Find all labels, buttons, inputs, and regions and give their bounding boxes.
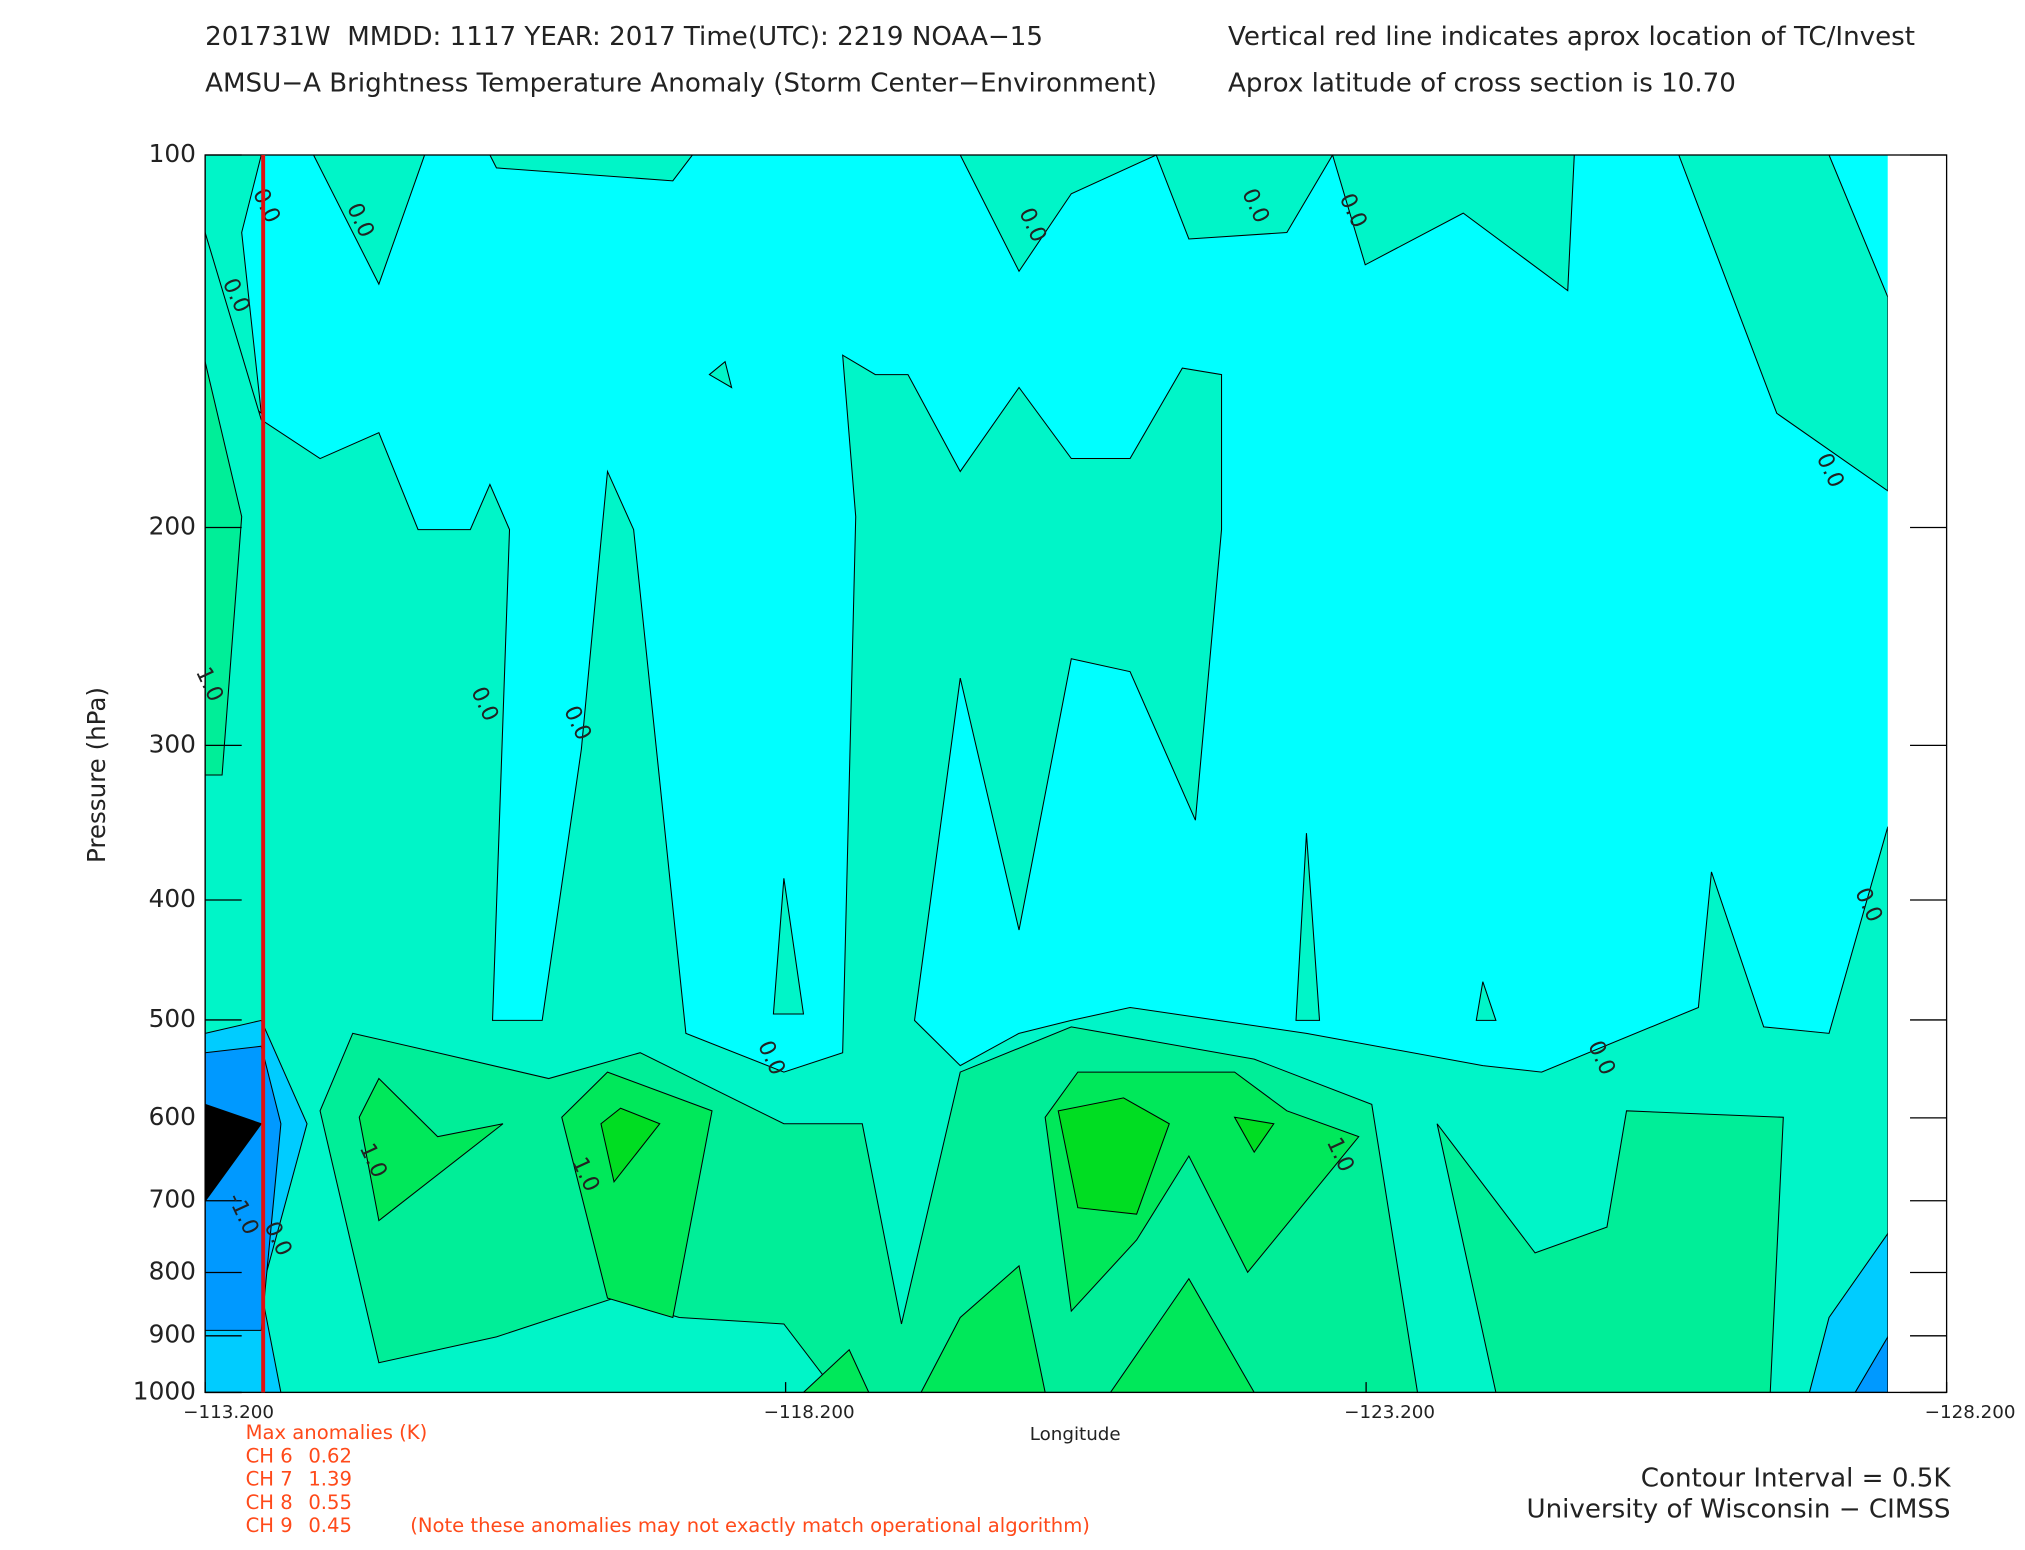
anomaly-channel: CH 7 — [246, 1468, 293, 1491]
note: Aprox latitude of cross section is 10.70 — [1228, 69, 1736, 99]
anomaly-note: (Note these anomalies may not exactly ma… — [410, 1514, 1090, 1537]
x-axis-title: Longitude — [1030, 1424, 1121, 1445]
y-tick-label: 900 — [149, 1320, 196, 1349]
x-tick-label: −113.200 — [183, 1402, 274, 1423]
anomaly-channel: CH 9 — [246, 1514, 293, 1537]
y-tick-label: 300 — [149, 729, 196, 758]
x-tick-label: −118.200 — [764, 1402, 855, 1423]
x-tick-label: −123.200 — [1344, 1402, 1435, 1423]
y-tick-label: 200 — [149, 512, 196, 541]
anomaly-value: 0.55 — [308, 1491, 352, 1514]
y-tick-label: 500 — [149, 1004, 196, 1033]
note: Vertical red line indicates aprox locati… — [1228, 22, 1915, 52]
x-tick-label: −128.200 — [1925, 1402, 2016, 1423]
y-tick-label: 600 — [149, 1102, 196, 1131]
y-tick-label: 1000 — [133, 1377, 196, 1406]
title-line: 201731W MMDD: 1117 YEAR: 2017 Time(UTC):… — [205, 22, 1043, 52]
y-tick-label: 100 — [149, 139, 196, 168]
y-axis-title: Pressure (hPa) — [82, 687, 111, 863]
anomaly-channel: CH 8 — [246, 1491, 293, 1514]
y-tick-label: 700 — [149, 1185, 196, 1214]
title-line: AMSU−A Brightness Temperature Anomaly (S… — [205, 69, 1157, 99]
footer: University of Wisconsin − CIMSS — [1526, 1495, 1950, 1525]
y-tick-label: 400 — [149, 884, 196, 913]
anomaly-value: 1.39 — [308, 1468, 352, 1491]
anomaly-title: Max anomalies (K) — [246, 1421, 428, 1444]
plot-frame — [204, 154, 1948, 1394]
footer: Contour Interval = 0.5K — [1641, 1464, 1952, 1494]
anomaly-value: 0.45 — [308, 1514, 352, 1537]
y-tick-label: 800 — [149, 1257, 196, 1286]
anomaly-value: 0.62 — [308, 1445, 352, 1468]
anomaly-channel: CH 6 — [246, 1445, 293, 1468]
contour-field — [205, 155, 1888, 1393]
